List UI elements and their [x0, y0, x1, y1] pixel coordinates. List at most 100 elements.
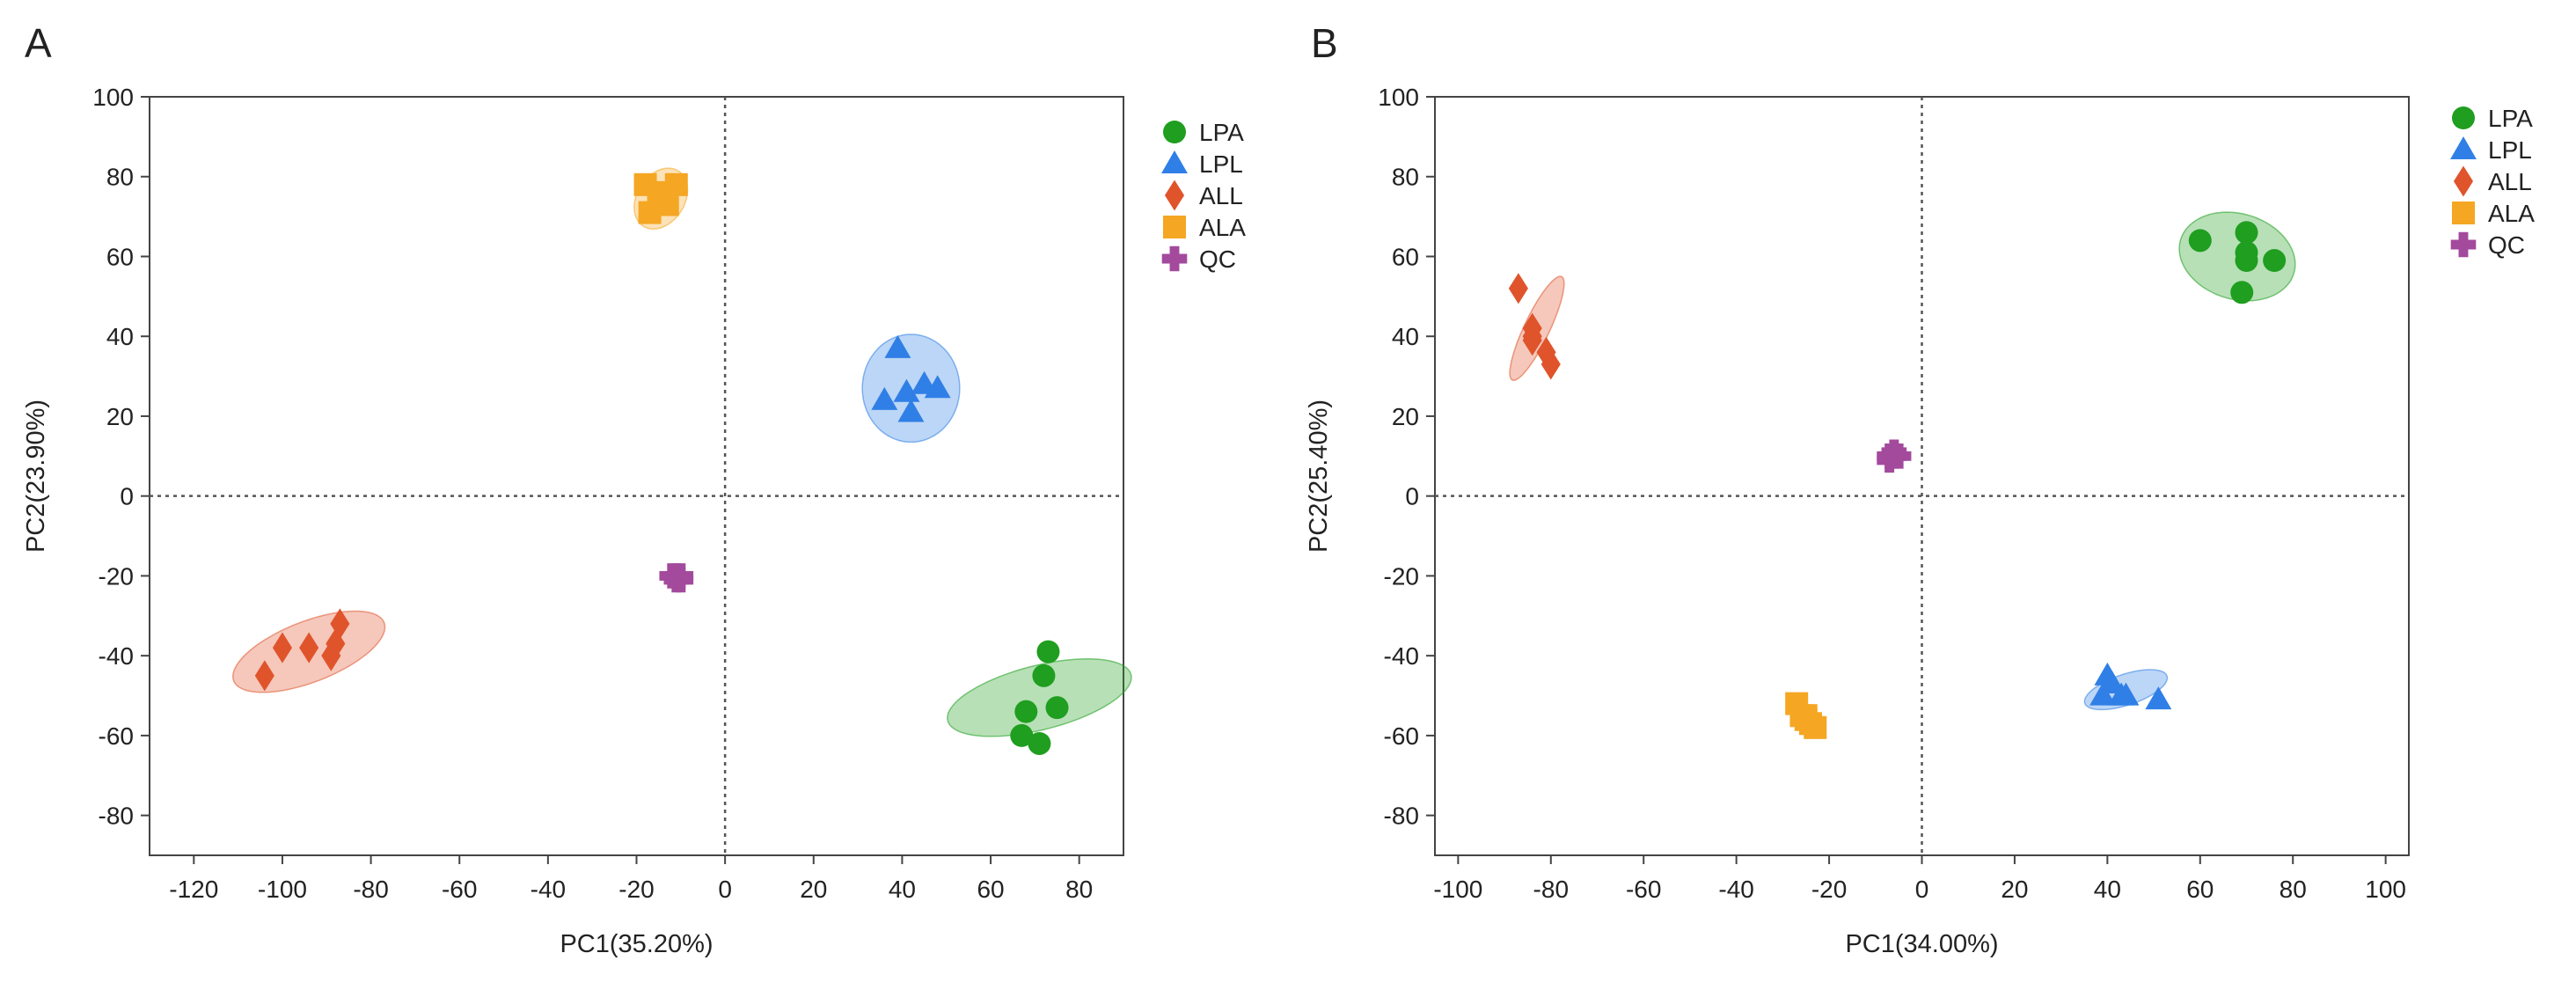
- x-tick-label: -120: [169, 876, 218, 903]
- data-point-lpa: [2188, 229, 2212, 253]
- data-point-lpl: [2089, 682, 2117, 706]
- y-tick-label: 80: [106, 164, 134, 191]
- legend-marker-ala: [1163, 216, 1186, 238]
- data-point-qc: [1877, 444, 1902, 469]
- data-point-lpa: [1032, 663, 1056, 687]
- data-point-lpa: [1036, 640, 1060, 663]
- data-point-lpl: [924, 375, 951, 399]
- confidence-ellipse-lpa: [947, 658, 1132, 737]
- panel-b-pca-scatter: B -100 -80 -60 -40 -20 0 20 40 60 80 100 -80 -60 -40 -2…: [1305, 20, 2535, 958]
- y-tick-label: 20: [106, 403, 134, 430]
- y-tick-label: 40: [1392, 323, 1419, 350]
- y-tick-label: 60: [1392, 243, 1419, 270]
- legend-marker-all: [1164, 180, 1185, 211]
- legend-marker-ala: [2452, 202, 2475, 224]
- x-axis-title: PC1(35.20%): [560, 930, 713, 958]
- legend-marker-lpa: [2452, 106, 2475, 129]
- y-axis-title: PC2(25.40%): [1305, 400, 1333, 553]
- legend-marker-lpa: [1163, 121, 1186, 143]
- y-tick-label: 100: [92, 84, 134, 111]
- legend-label-qc: QC: [1199, 246, 1236, 273]
- y-tick-label: -80: [99, 803, 134, 830]
- panel-label: B: [1311, 20, 1338, 66]
- x-tick-label: -20: [618, 876, 654, 903]
- data-point-all: [272, 632, 293, 663]
- data-point-all: [1522, 320, 1542, 352]
- x-tick-label: 80: [2280, 876, 2307, 903]
- data-point-lpl: [897, 399, 925, 422]
- legend-marker-lpl: [2450, 136, 2477, 160]
- legend-label-ala: ALA: [1199, 214, 1246, 241]
- legend-marker-qc: [2450, 231, 2477, 258]
- x-tick-label: 0: [718, 876, 732, 903]
- data-point-lpl: [893, 378, 920, 402]
- data-point-all: [330, 608, 350, 640]
- x-tick-label: -60: [1626, 876, 1661, 903]
- y-tick-label: -20: [99, 562, 134, 590]
- legend-label-ala: ALA: [2488, 200, 2535, 227]
- data-point-lpa: [1045, 696, 1069, 720]
- x-tick-label: 40: [889, 876, 916, 903]
- legend-marker-qc: [1161, 246, 1188, 272]
- x-tick-label: 20: [800, 876, 827, 903]
- legend-marker-lpl: [1161, 150, 1188, 174]
- y-tick-label: 60: [106, 243, 134, 270]
- legend-label-lpa: LPA: [2488, 105, 2533, 132]
- data-point-all: [326, 627, 346, 660]
- y-tick-label: 0: [120, 483, 134, 510]
- y-tick-label: 40: [106, 323, 134, 350]
- data-point-all: [254, 660, 274, 692]
- data-point-lpa: [2235, 249, 2258, 273]
- x-tick-label: 40: [2094, 876, 2121, 903]
- data-point-qc: [663, 563, 690, 589]
- data-point-all: [1540, 348, 1561, 380]
- y-tick-label: -60: [99, 722, 134, 750]
- x-tick-label: -80: [1533, 876, 1569, 903]
- y-tick-label: 100: [1378, 84, 1419, 111]
- x-tick-label: 20: [2001, 876, 2028, 903]
- y-axis-title: PC2(23.90%): [22, 400, 50, 553]
- x-tick-label: 60: [2186, 876, 2214, 903]
- data-point-lpl: [871, 386, 898, 410]
- legend-label-lpa: LPA: [1199, 119, 1244, 146]
- panel-label: A: [25, 20, 52, 66]
- y-tick-label: -60: [1384, 722, 1419, 750]
- x-tick-label: 80: [1065, 876, 1093, 903]
- data-point-lpa: [1010, 723, 1034, 747]
- legend-marker-all: [2453, 165, 2474, 197]
- data-point-ala: [647, 180, 670, 204]
- x-tick-label: 60: [977, 876, 1004, 903]
- data-point-lpa: [2235, 221, 2258, 245]
- legend-label-all: ALL: [1199, 182, 1243, 209]
- x-tick-label: -100: [1433, 876, 1482, 903]
- data-point-lpa: [1014, 700, 1038, 723]
- data-point-all: [1508, 273, 1528, 304]
- legend-label-all: ALL: [2488, 168, 2532, 195]
- y-tick-label: -80: [1384, 803, 1419, 830]
- x-tick-label: 100: [2365, 876, 2406, 903]
- legend-label-qc: QC: [2488, 231, 2525, 259]
- x-axis-title: PC1(34.00%): [1845, 930, 1998, 958]
- data-point-ala: [1794, 707, 1818, 731]
- legend-label-lpl: LPL: [2488, 136, 2532, 164]
- x-tick-label: -60: [442, 876, 477, 903]
- data-point-lpa: [2263, 249, 2287, 273]
- y-tick-label: 0: [1405, 483, 1419, 510]
- data-point-all: [299, 632, 319, 663]
- x-tick-label: -40: [531, 876, 566, 903]
- x-tick-label: -20: [1811, 876, 1847, 903]
- data-point-lpl: [884, 334, 911, 358]
- y-tick-label: -40: [99, 642, 134, 670]
- data-point-lpl: [2112, 682, 2140, 706]
- data-point-lpa: [1028, 731, 1051, 755]
- panel-a-pca-scatter: A -120 -100 -80 -60 -40 -20 0 20 40 60 80 -80 -60 -40 -…: [22, 20, 1246, 958]
- x-tick-label: -100: [258, 876, 307, 903]
- x-tick-label: -40: [1718, 876, 1753, 903]
- data-point-lpl: [2145, 686, 2172, 710]
- data-point-lpa: [2230, 281, 2254, 304]
- data-point-all: [321, 640, 341, 671]
- legend-label-lpl: LPL: [1199, 150, 1243, 178]
- data-point-all: [1536, 336, 1556, 368]
